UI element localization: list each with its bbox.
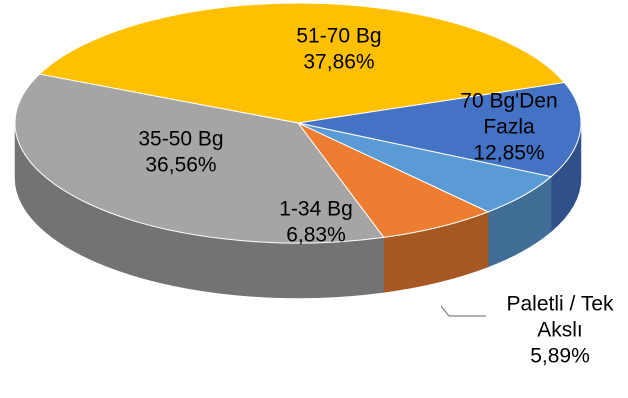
slice-percent: 5,89% — [530, 345, 590, 368]
pie-slice-1 — [297, 82, 582, 178]
pie-slice-4 — [14, 73, 385, 244]
pie-tops — [14, 2, 582, 244]
pie-slice-0 — [38, 2, 566, 124]
pie-sides — [14, 122, 582, 299]
slice-label-2: Paletli / Tek Akslı 5,89% — [507, 293, 614, 368]
slice-percent: 37,86% — [303, 51, 374, 74]
slice-category: Fazla — [483, 116, 535, 139]
slice-category: Paletli / Tek — [507, 293, 614, 316]
slice-label-0: 51-70 Bg 37,86% — [296, 25, 381, 74]
slice-percent: 6,83% — [286, 224, 346, 247]
slice-label-1: 70 Bg'Den Fazla 12,85% — [460, 90, 557, 165]
slice-label-3: 1-34 Bg 6,83% — [279, 198, 353, 247]
leader-line — [440, 305, 486, 317]
slice-category: 35-50 Bg — [138, 128, 223, 151]
slice-category: 51-70 Bg — [296, 25, 381, 48]
slice-percent: 12,85% — [473, 142, 544, 165]
slice-category: Akslı — [537, 319, 583, 342]
slice-percent: 36,56% — [145, 154, 216, 177]
slice-label-4: 35-50 Bg 36,56% — [138, 128, 223, 177]
slice-labels: 51-70 Bg 37,86% 70 Bg'Den Fazla 12,85% Paletl… — [138, 25, 614, 368]
pie-slice-3 — [297, 122, 490, 238]
slice-category: 1-34 Bg — [279, 198, 353, 221]
slice-category: 70 Bg'Den — [460, 90, 557, 113]
